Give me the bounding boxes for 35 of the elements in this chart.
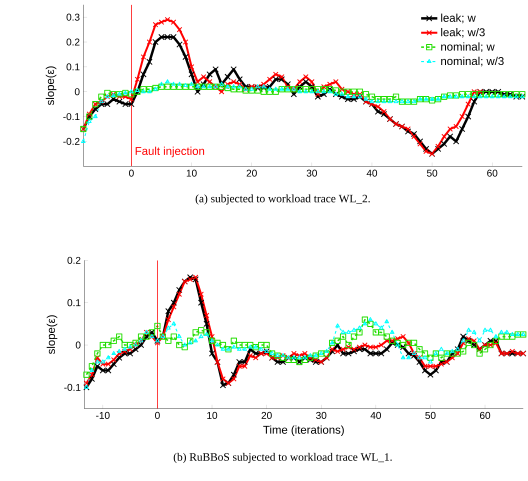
x-tick-label: 60 xyxy=(480,412,490,420)
x-tick-label: 50 xyxy=(426,170,438,177)
y-axis-title: slope(ε) xyxy=(46,66,56,106)
x-tick-label: 60 xyxy=(487,170,498,177)
x-axis-title: Time (iterations) xyxy=(263,426,344,436)
x-tick-label: 40 xyxy=(370,412,381,420)
x-tick-label: -10 xyxy=(96,412,110,420)
legend-label: leak; w/3 xyxy=(441,28,485,38)
x-tick-label: 20 xyxy=(262,412,272,420)
x-tick-label: 30 xyxy=(316,412,326,420)
x-tick-label: 0 xyxy=(155,412,160,420)
x-tick-label: 0 xyxy=(129,170,134,177)
x-tick-label: 30 xyxy=(306,170,317,177)
text: (a) subjected to workload trace WL_2. xyxy=(196,194,370,205)
legend-label: nominal; w/3 xyxy=(441,56,504,67)
y-tick-label: -0.1 xyxy=(64,384,80,392)
x-tick-label: 40 xyxy=(366,170,378,177)
x-tick-label: 10 xyxy=(207,412,218,420)
y-tick-label: -0.2 xyxy=(63,138,80,146)
y-tick-label: 0 xyxy=(76,342,81,349)
y-axis-title: slope(ε) xyxy=(46,315,58,354)
y-tick-label: 0.2 xyxy=(67,256,80,264)
text: (b) RuBBoS subjected to workload trace WL_1. xyxy=(174,452,392,464)
legend-label: nominal; w xyxy=(441,42,495,52)
y-tick-label: 0.2 xyxy=(66,38,80,46)
x-tick-label: 10 xyxy=(186,170,197,177)
y-tick-label: -0.1 xyxy=(63,113,80,120)
y-tick-label: 0.1 xyxy=(67,299,80,306)
y-tick-label: 0.1 xyxy=(66,63,80,71)
y-tick-label: 0.3 xyxy=(66,14,80,21)
x-tick-label: 20 xyxy=(246,170,257,177)
ref-line-label: Fault injection xyxy=(136,146,204,158)
y-tick-label: 0 xyxy=(74,88,80,96)
legend-label: leak; w xyxy=(441,14,476,24)
x-tick-label: 50 xyxy=(425,412,436,420)
